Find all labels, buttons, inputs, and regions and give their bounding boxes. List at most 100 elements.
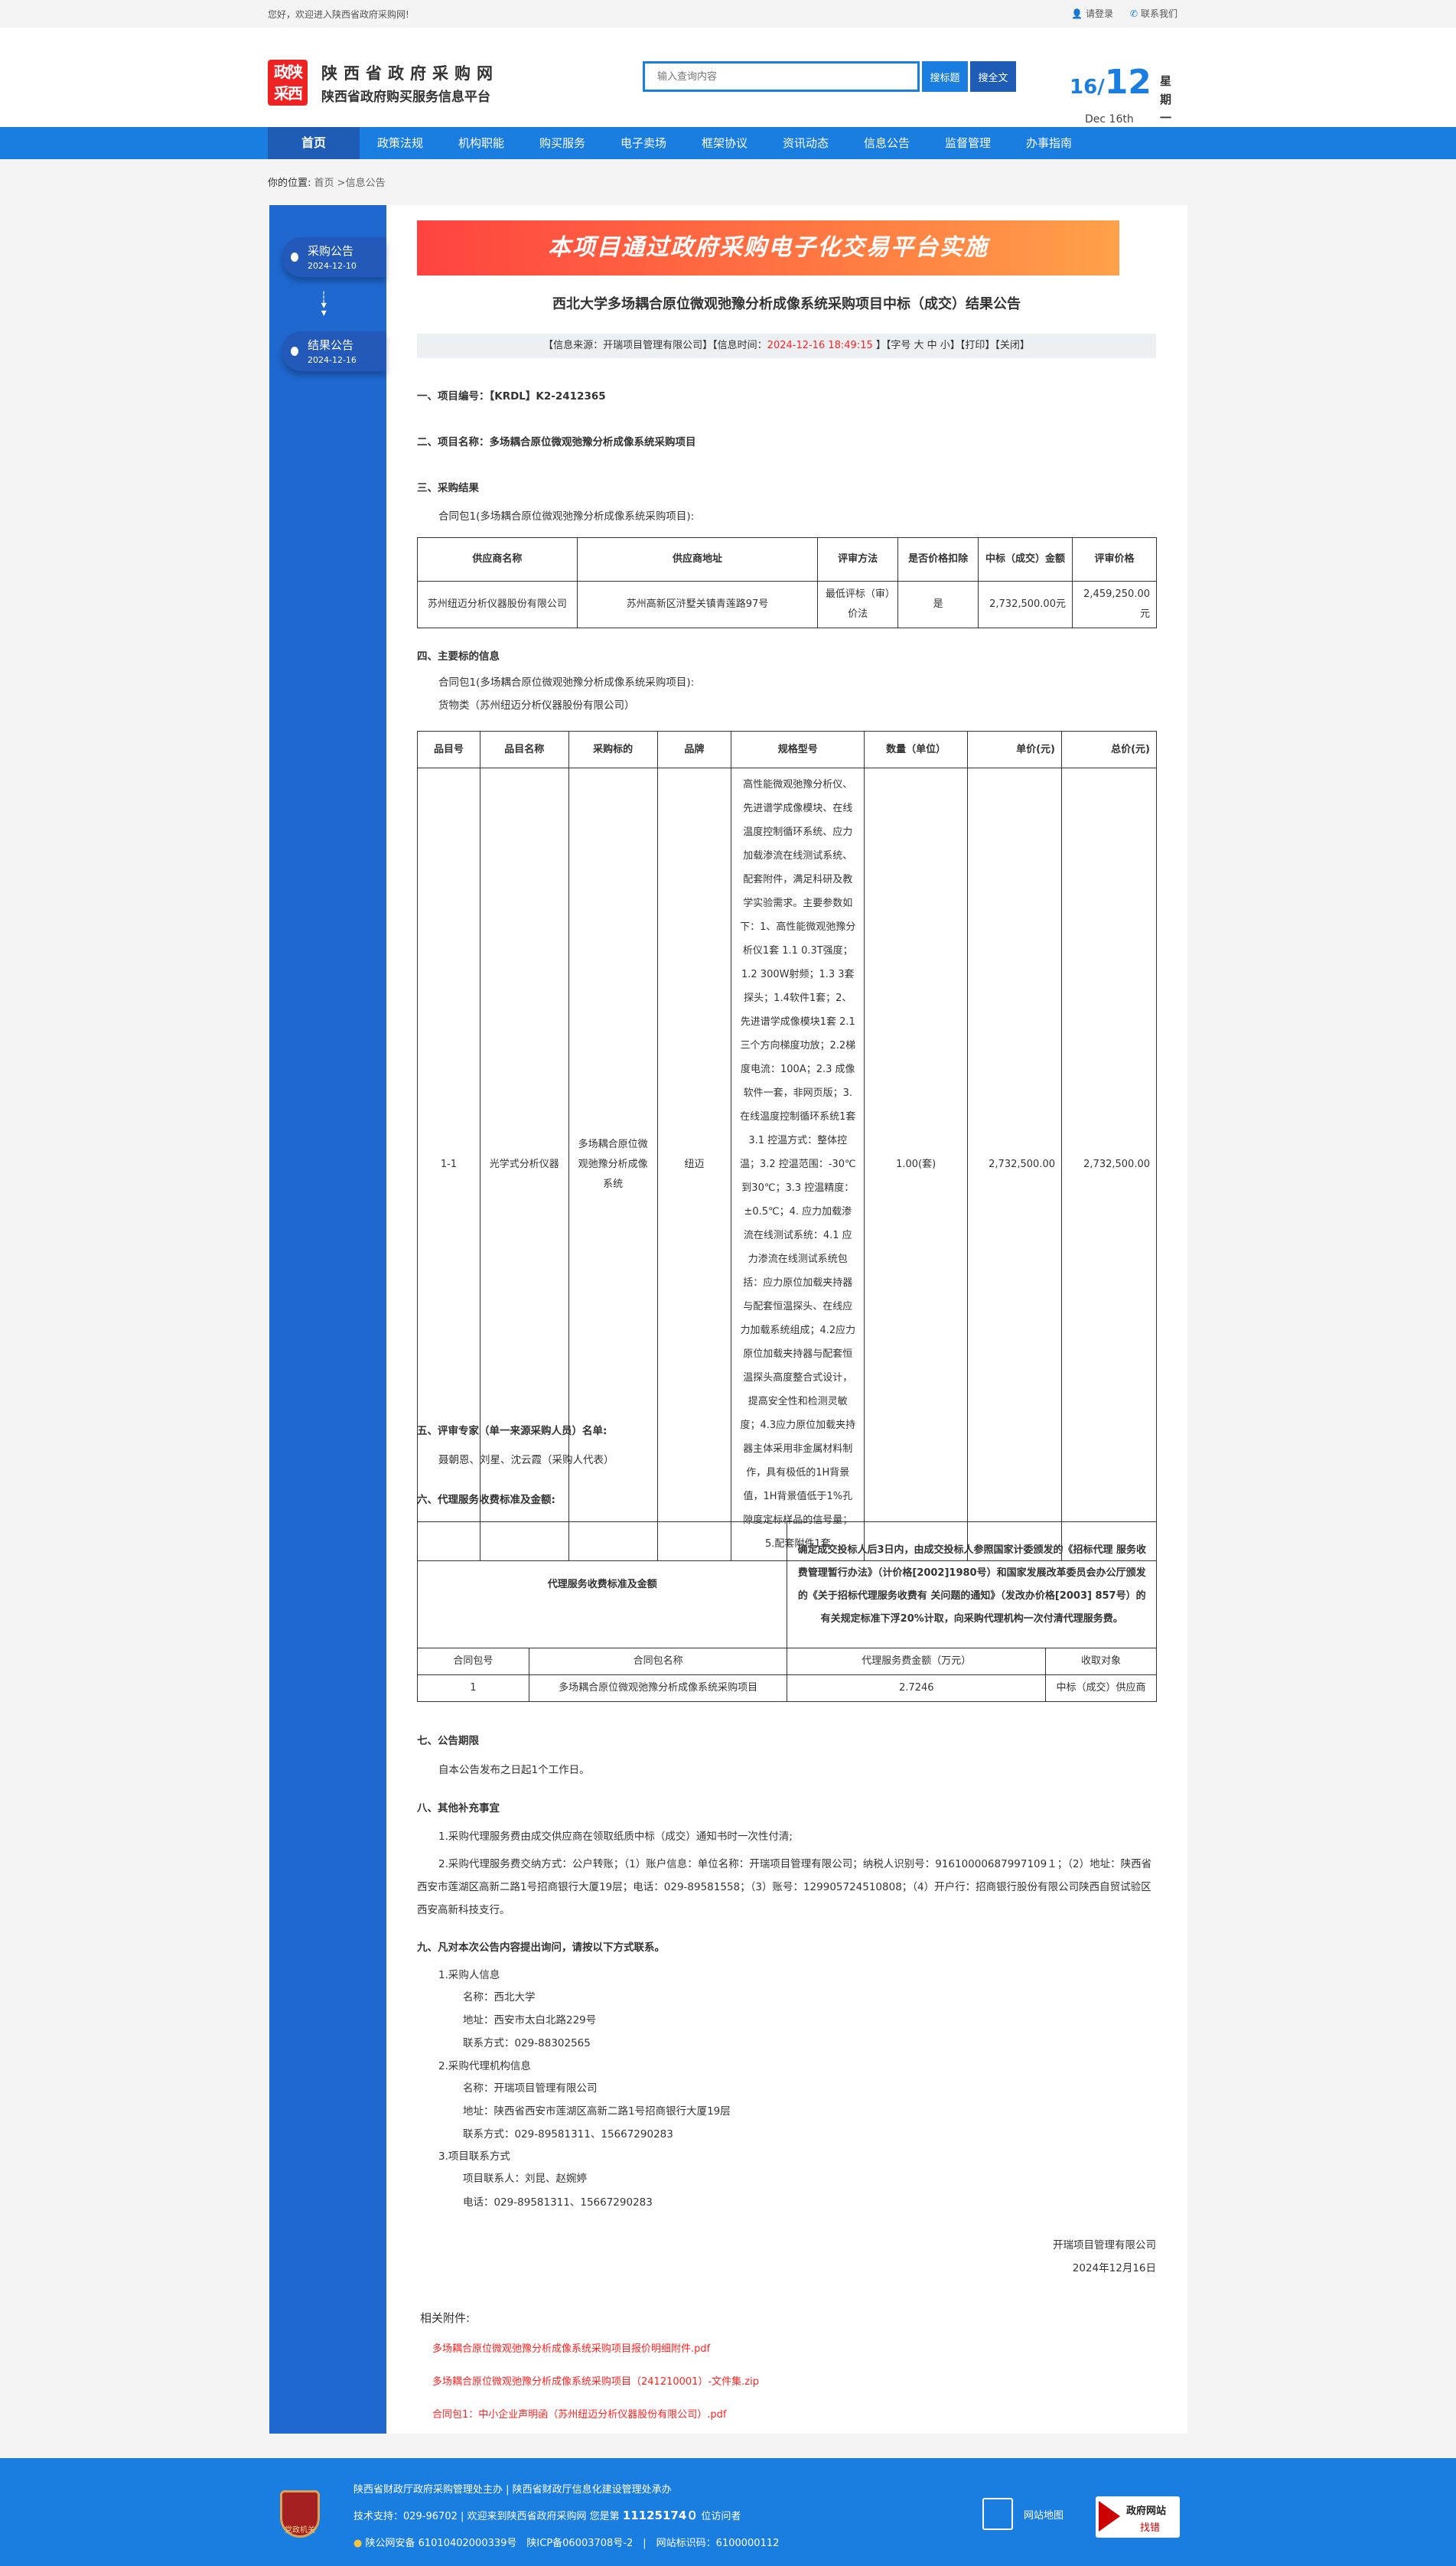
info-time-end: 】 <box>875 340 886 351</box>
date-day: 16 <box>1070 76 1098 99</box>
fee-table: 代理服务收费标准及金额 确定成交投标人后3日内，由成交投标人参照国家计委颁发的《… <box>416 1521 1157 1702</box>
nav-supervision[interactable]: 监督管理 <box>944 136 991 150</box>
attachments-list: 多场耦合原位微观弛豫分析成像系统采购项目报价明细附件.pdf 多场耦合原位微观弛… <box>417 2340 1156 2439</box>
print-button[interactable]: 【打印】 <box>959 340 995 351</box>
dot-icon <box>291 347 298 356</box>
section-1: 一、项目编号：【KRDL】K2-2412365 <box>417 390 606 403</box>
experts: 聂朝恩、刘星、沈云霞（采购人代表） <box>438 1454 614 1466</box>
timeline-item-purchase-notice[interactable]: 采购公告 2024-12-10 <box>282 237 386 277</box>
main-panel: 采购公告 2024-12-10 ┆ ▾ ▾ 结果公告 2024-12-16 本项目通… <box>269 205 1187 2434</box>
contact-project-heading: 3.项目联系方式 <box>438 2150 510 2163</box>
font-size-control[interactable]: 【字号 大 中 小】 <box>885 340 960 351</box>
contact-label: 联系我们 <box>1141 8 1178 19</box>
signature-date: 2024年12月16日 <box>1072 2262 1156 2274</box>
site-name: 陕西省政府采购网 <box>321 64 499 83</box>
table-row: 苏州纽迈分析仪器股份有限公司 苏州高新区浒墅关镇青莲路97号 最低评标（审）价法… <box>417 581 1158 628</box>
footer-license-text[interactable]: 陕公网安备 61010402000339号 陕ICP备06003708号-2 |… <box>365 2538 780 2549</box>
project-contact: 项目联系人：刘昆、赵婉婷 <box>463 2173 587 2185</box>
supplement-2: 2.采购代理服务费交纳方式：公户转账；（1）账户信息：单位名称：开瑞项目管理有限… <box>417 1858 1152 1916</box>
nav-purchase-service[interactable]: 购买服务 <box>539 136 585 150</box>
login-link[interactable]: 👤 请登录 <box>1071 7 1113 20</box>
nav-policy[interactable]: 政策法规 <box>376 136 423 150</box>
search-input[interactable] <box>643 61 920 92</box>
gov-site-error-report[interactable]: 政府网站 找错 <box>1096 2496 1180 2538</box>
th-deduction: 是否价格扣除 <box>897 537 979 582</box>
contact-link[interactable]: ✆ 联系我们 <box>1130 7 1178 20</box>
nav-emall[interactable]: 电子卖场 <box>620 136 666 150</box>
th-unit-price: 单价(元) <box>967 731 1062 768</box>
cell-deduction: 是 <box>897 581 979 628</box>
th-quantity: 数量（单位） <box>864 731 969 768</box>
project-phone: 电话：029-89581311、15667290283 <box>463 2196 653 2209</box>
section-6: 六、代理服务收费标准及金额: <box>417 1494 555 1506</box>
table-row: 1-1 光学式分析仪器 多场耦合原位微观弛豫分析成像系统 纽迈 高性能微观弛豫分… <box>417 768 1157 1561</box>
cell-item-name: 光学式分析仪器 <box>479 768 569 1561</box>
nav-framework[interactable]: 框架协议 <box>701 136 748 150</box>
fee-standard-row: 代理服务收费标准及金额 确定成交投标人后3日内，由成交投标人参照国家计委颁发的《… <box>416 1521 1157 1648</box>
th-spec: 规格型号 <box>731 731 865 768</box>
cell-subject: 多场耦合原位微观弛豫分析成像系统 <box>568 768 658 1561</box>
phone-icon: ✆ <box>1129 8 1138 19</box>
attachment-link[interactable]: 合同包1：中小企业声明函（苏州纽迈分析仪器股份有限公司）.pdf <box>432 2409 727 2421</box>
breadcrumb-home[interactable]: 首页 <box>314 178 334 189</box>
breadcrumb: 你的位置: 首页 >信息公告 <box>268 174 386 189</box>
info-time: 2024-12-16 18:49:15 <box>767 340 873 351</box>
site-logo[interactable]: 政陕 采西 <box>268 60 308 106</box>
contact-buyer-heading: 1.采购人信息 <box>438 1969 500 1981</box>
buyer-name: 名称：西北大学 <box>463 1991 536 2004</box>
th-amount: 中标（成交）金额 <box>978 537 1073 582</box>
cell-pkg-name: 多场耦合原位微观弛豫分析成像系统采购项目 <box>528 1674 788 1702</box>
arrow-down-icon: ┆ ▾ ▾ <box>321 292 327 319</box>
breadcrumb-sep: > <box>334 178 346 189</box>
nav-home[interactable]: 首页 <box>268 127 360 159</box>
visitor-count: 11125174０ <box>622 2509 699 2522</box>
nav-guide[interactable]: 办事指南 <box>1025 136 1072 150</box>
timeline-date: 2024-12-10 <box>308 261 357 271</box>
agency-name: 名称：开瑞项目管理有限公司 <box>463 2082 598 2095</box>
cell-pkg-no: 1 <box>417 1674 529 1702</box>
party-gov-badge[interactable]: 党政机关 <box>280 2490 320 2538</box>
th-supplier: 供应商名称 <box>417 537 578 582</box>
info-bar: 【信息来源：开瑞项目管理有限公司】【信息时间：2024-12-16 18:49:… <box>417 334 1156 358</box>
attachment-link[interactable]: 多场耦合原位微观弛豫分析成像系统采购项目（241210001）-文件集.zip <box>432 2376 759 2388</box>
section-9: 九、凡对本次公告内容提出询问，请按以下方式联系。 <box>417 1942 665 1954</box>
cell-amount: 2,732,500.00元 <box>978 581 1073 628</box>
weekday: 星期一 <box>1160 74 1172 125</box>
sitemap-link[interactable]: 网站地图 <box>982 2498 1063 2530</box>
info-time-label: 【信息时间： <box>712 340 767 351</box>
attachment-link[interactable]: 多场耦合原位微观弛豫分析成像系统采购项目报价明细附件.pdf <box>432 2343 711 2355</box>
search-title-button[interactable]: 搜标题 <box>922 61 968 92</box>
article-title: 西北大学多场耦合原位微观弛豫分析成像系统采购项目中标（成交）结果公告 <box>552 296 1021 312</box>
cell-quantity: 1.00(套) <box>864 768 969 1561</box>
footer-license: ● 陕公网安备 61010402000339号 陕ICP备06003708号-2… <box>353 2535 779 2549</box>
cell-supplier: 苏州纽迈分析仪器股份有限公司 <box>417 581 578 628</box>
close-button[interactable]: 【关闭】 <box>995 340 1030 351</box>
search-fulltext-button[interactable]: 搜全文 <box>970 61 1016 92</box>
gov-label-a: 政府网站 <box>1126 2506 1167 2517</box>
nav-notices[interactable]: 信息公告 <box>863 136 910 150</box>
timeline-sidebar: 采购公告 2024-12-10 ┆ ▾ ▾ 结果公告 2024-12-16 <box>269 205 386 2434</box>
timeline-title: 结果公告 <box>308 338 354 352</box>
footer-support-text: 技术支持：029-96702 | 欢迎来到陕西省政府采购网 您是第 <box>353 2511 623 2522</box>
footer-sponsor: 陕西省财政厅政府采购管理处主办 | 陕西省财政厅信息化建设管理处承办 <box>353 2484 672 2496</box>
footer-visitor-suffix: 位访问者 <box>698 2511 741 2522</box>
welcome-text: 您好，欢迎进入陕西省政府采购网! <box>268 9 409 20</box>
agency-phone: 联系方式：029-89581311、15667290283 <box>463 2128 673 2141</box>
cell-eval-price: 2,459,250.00元 <box>1071 581 1158 628</box>
platform-banner: 本项目通过政府采购电子化交易平台实施 <box>417 220 1119 276</box>
nav-org[interactable]: 机构职能 <box>458 136 504 150</box>
section-4-category: 货物类（苏州纽迈分析仪器股份有限公司） <box>438 699 635 712</box>
timeline-item-result-notice[interactable]: 结果公告 2024-12-16 <box>282 331 386 371</box>
cell-total-price: 2,732,500.00 <box>1061 768 1157 1561</box>
breadcrumb-current[interactable]: 信息公告 <box>345 178 386 189</box>
contact-agency-heading: 2.采购代理机构信息 <box>438 2060 531 2072</box>
dot-icon <box>291 253 298 262</box>
th-fee-amount: 代理服务费金额（万元） <box>787 1648 1047 1675</box>
nav-news[interactable]: 资讯动态 <box>782 136 829 150</box>
table-row: 1 多场耦合原位微观弛豫分析成像系统采购项目 2.7246 中标（成交）供应商 <box>417 1674 1157 1702</box>
section-7: 七、公告期限 <box>417 1735 479 1747</box>
section-2: 二、项目名称：多场耦合原位微观弛豫分析成像系统采购项目 <box>417 436 696 448</box>
th-pkg-name: 合同包名称 <box>528 1648 788 1675</box>
cell-payer: 中标（成交）供应商 <box>1045 1674 1157 1702</box>
